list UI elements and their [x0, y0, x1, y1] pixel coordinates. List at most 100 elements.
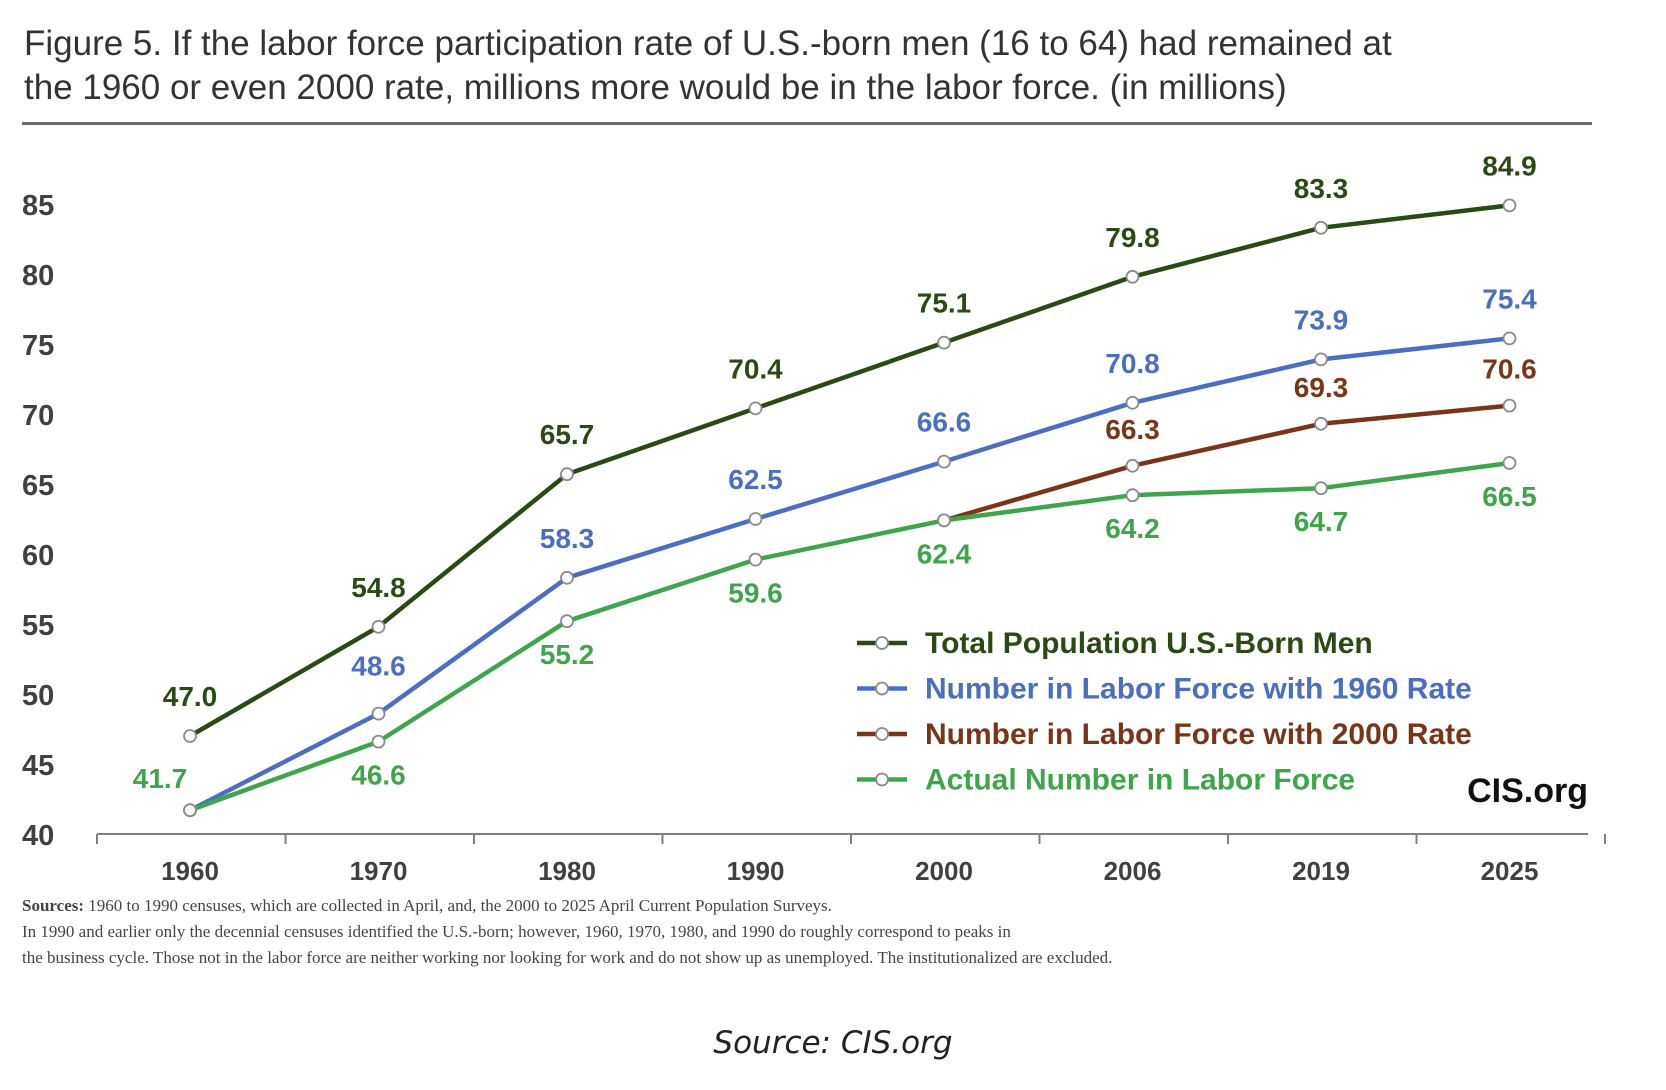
- data-label-total-population-u-s-born-men-2025: 84.9: [1482, 150, 1537, 181]
- legend-swatch-marker-number-in-labor-force-with-1960-rate: [875, 681, 889, 696]
- y-tick-label-45: 45: [22, 750, 54, 782]
- data-label-number-in-labor-force-with-1960-rate-2000: 66.6: [917, 407, 972, 438]
- chart-title-line-2: the 1960 or even 2000 rate, millions mor…: [24, 68, 1287, 107]
- data-label-number-in-labor-force-with-2000-rate-2025: 70.6: [1482, 354, 1537, 385]
- cis-watermark: CIS.org: [1467, 772, 1588, 810]
- data-label-actual-number-in-labor-force-1970: 46.6: [351, 760, 406, 791]
- data-point-actual-number-in-labor-force-2025: [1502, 456, 1517, 470]
- y-tick-label-60: 60: [22, 540, 54, 572]
- series-line-total-population-u-s-born-men: [187, 203, 1512, 739]
- data-point-total-population-u-s-born-men-2025: [1502, 198, 1517, 213]
- chart-data-points: [183, 198, 1517, 818]
- chart-data-labels: 47.0 54.8 65.7 70.4 75.1 79.8 83.3 84.9 48.6 58.3…: [133, 150, 1537, 794]
- x-tick-label-2000: 2000: [915, 856, 973, 886]
- sources-text-1: 1960 to 1990 censuses, which are collect…: [88, 896, 832, 915]
- x-tick-label-1960: 1960: [161, 856, 219, 886]
- legend-swatch-marker-actual-number-in-labor-force: [875, 772, 889, 787]
- y-tick-label-85: 85: [22, 190, 54, 222]
- x-tick-label-1970: 1970: [350, 856, 408, 886]
- series-line-number-in-labor-force-with-2000-rate: [941, 403, 1512, 523]
- data-point-number-in-labor-force-with-1960-rate-2025: [1502, 331, 1517, 346]
- chart-series-lines: [187, 203, 1512, 813]
- data-label-number-in-labor-force-with-1960-rate-1980: 58.3: [540, 523, 595, 554]
- y-tick-label-75: 75: [22, 330, 54, 362]
- data-label-actual-number-in-labor-force-2019: 64.7: [1294, 506, 1349, 537]
- series-line-actual-number-in-labor-force: [187, 460, 1512, 813]
- data-label-total-population-u-s-born-men-1990: 70.4: [728, 353, 783, 384]
- data-point-total-population-u-s-born-men-1980: [560, 467, 574, 482]
- data-label-total-population-u-s-born-men-1970: 54.8: [351, 572, 406, 603]
- legend-label-actual-number-in-labor-force: Actual Number in Labor Force: [925, 764, 1355, 797]
- data-label-number-in-labor-force-with-1960-rate-2025: 75.4: [1482, 283, 1537, 314]
- x-tick-label-2025: 2025: [1481, 856, 1539, 886]
- data-label-number-in-labor-force-with-2000-rate-2019: 69.3: [1294, 372, 1349, 403]
- data-label-number-in-labor-force-with-1960-rate-1970: 48.6: [351, 651, 406, 682]
- data-point-total-population-u-s-born-men-2000: [937, 335, 951, 350]
- data-point-number-in-labor-force-with-1960-rate-1980: [560, 570, 574, 585]
- data-point-number-in-labor-force-with-1960-rate-2006: [1125, 395, 1140, 410]
- data-point-actual-number-in-labor-force-1990: [748, 552, 763, 567]
- data-point-number-in-labor-force-with-1960-rate-1990: [748, 512, 763, 526]
- chart-axes: 1960 1970 1980 1990 2000 2006 2019 2025 40 45 50 55…: [22, 190, 1606, 886]
- sources-line-2: In 1990 and earlier only the decennial c…: [22, 922, 1011, 941]
- data-point-number-in-labor-force-with-1960-rate-1970: [371, 706, 386, 721]
- data-point-number-in-labor-force-with-1960-rate-2019: [1314, 352, 1328, 367]
- legend-swatch-marker-total-population-u-s-born-men: [875, 636, 889, 650]
- data-point-number-in-labor-force-with-1960-rate-2000: [937, 454, 951, 469]
- y-tick-label-80: 80: [22, 260, 54, 292]
- data-point-actual-number-in-labor-force-1980: [560, 614, 574, 629]
- data-point-actual-number-in-labor-force-1960: [183, 803, 197, 818]
- data-point-number-in-labor-force-with-2000-rate-2025: [1502, 398, 1517, 413]
- data-label-total-population-u-s-born-men-2019: 83.3: [1294, 173, 1349, 204]
- sources-line-1: Sources: 1960 to 1990 censuses, which ar…: [22, 893, 1582, 919]
- data-label-number-in-labor-force-with-2000-rate-2006: 66.3: [1105, 414, 1160, 445]
- data-label-actual-number-in-labor-force-2025: 66.5: [1482, 481, 1537, 512]
- data-label-total-population-u-s-born-men-2006: 79.8: [1105, 222, 1160, 253]
- data-point-total-population-u-s-born-men-1960: [183, 729, 197, 743]
- title-divider: [22, 122, 1592, 125]
- sources-heading: Sources:: [22, 896, 85, 915]
- chart-title: Figure 5. If the labor force participati…: [24, 22, 1584, 110]
- data-label-actual-number-in-labor-force-1960: 41.7: [133, 763, 188, 794]
- x-tick-label-2019: 2019: [1292, 856, 1350, 886]
- data-point-total-population-u-s-born-men-1970: [371, 619, 386, 634]
- data-label-actual-number-in-labor-force-2006: 64.2: [1105, 513, 1160, 544]
- data-label-actual-number-in-labor-force-2000: 62.4: [917, 538, 972, 569]
- data-point-actual-number-in-labor-force-2019: [1314, 481, 1328, 496]
- sources-line-3: the business cycle. Those not in the lab…: [22, 948, 1113, 967]
- data-label-total-population-u-s-born-men-1960: 47.0: [163, 681, 218, 712]
- data-point-total-population-u-s-born-men-2019: [1314, 220, 1328, 235]
- legend-label-number-in-labor-force-with-2000-rate: Number in Labor Force with 2000 Rate: [925, 718, 1472, 751]
- x-tick-label-2006: 2006: [1104, 856, 1162, 886]
- data-point-actual-number-in-labor-force-2000: [937, 513, 951, 528]
- data-label-number-in-labor-force-with-1960-rate-2019: 73.9: [1294, 304, 1349, 335]
- legend-label-total-population-u-s-born-men: Total Population U.S.-Born Men: [925, 627, 1373, 660]
- legend-swatch-marker-number-in-labor-force-with-2000-rate: [875, 727, 889, 741]
- x-tick-label-1990: 1990: [727, 856, 785, 886]
- data-point-number-in-labor-force-with-2000-rate-2019: [1314, 416, 1328, 431]
- data-point-number-in-labor-force-with-2000-rate-2006: [1125, 458, 1140, 473]
- data-label-total-population-u-s-born-men-2000: 75.1: [917, 288, 972, 319]
- data-point-total-population-u-s-born-men-1990: [748, 401, 763, 416]
- y-tick-label-55: 55: [22, 610, 54, 642]
- data-label-actual-number-in-labor-force-1980: 55.2: [540, 639, 595, 670]
- data-label-number-in-labor-force-with-1960-rate-2006: 70.8: [1105, 348, 1160, 379]
- chart-title-line-1: Figure 5. If the labor force participati…: [24, 24, 1392, 63]
- y-tick-label-50: 50: [22, 680, 54, 712]
- data-point-actual-number-in-labor-force-1970: [371, 734, 386, 749]
- sources-note: Sources: 1960 to 1990 censuses, which ar…: [22, 893, 1582, 971]
- legend-label-number-in-labor-force-with-1960-rate: Number in Labor Force with 1960 Rate: [925, 673, 1472, 706]
- image-caption: Source: CIS.org: [713, 1025, 953, 1061]
- series-line-number-in-labor-force-with-1960-rate: [187, 336, 1512, 813]
- y-tick-label-65: 65: [22, 470, 54, 502]
- chart-legend: Total Population U.S.-Born Men Number in …: [857, 627, 1472, 797]
- data-point-total-population-u-s-born-men-2006: [1125, 269, 1140, 284]
- y-tick-label-70: 70: [22, 400, 54, 432]
- data-label-number-in-labor-force-with-1960-rate-1990: 62.5: [728, 464, 783, 495]
- y-tick-label-40: 40: [22, 820, 54, 852]
- data-label-total-population-u-s-born-men-1980: 65.7: [540, 419, 595, 450]
- data-point-actual-number-in-labor-force-2006: [1125, 488, 1140, 503]
- x-tick-label-1980: 1980: [538, 856, 596, 886]
- data-label-actual-number-in-labor-force-1990: 59.6: [728, 578, 783, 609]
